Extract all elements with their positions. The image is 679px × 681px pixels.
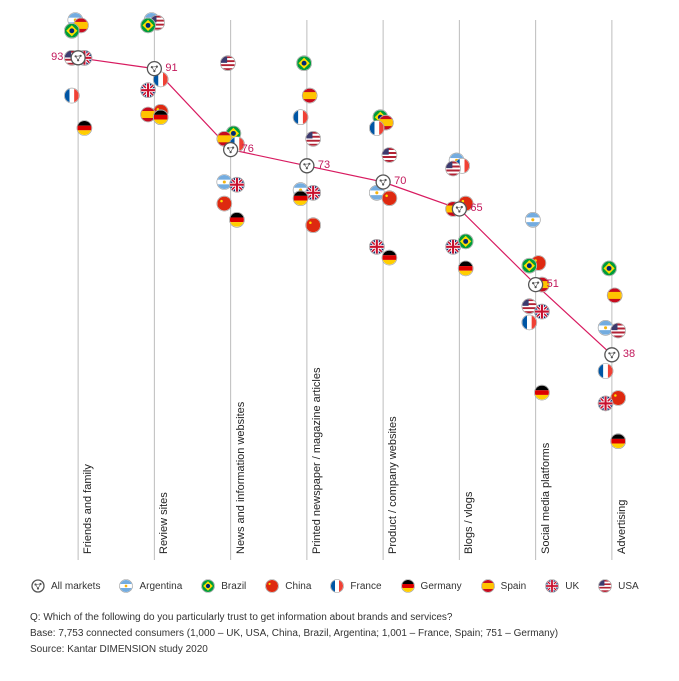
- flag-uk: [369, 239, 384, 254]
- flag-usa: [611, 323, 626, 338]
- legend-item-germany: Germany: [400, 578, 462, 594]
- flag-china: [217, 196, 232, 211]
- value-label: 38: [623, 348, 635, 360]
- all-markets-marker: [452, 202, 466, 216]
- legend-label: USA: [618, 581, 639, 592]
- flag-france: [293, 110, 308, 125]
- legend-item-argentina: Argentina: [118, 578, 182, 594]
- footer-source: Source: Kantar DIMENSION study 2020: [30, 643, 650, 657]
- value-label: 76: [242, 143, 254, 155]
- flag-france: [369, 121, 384, 136]
- footer-question: Q: Which of the following do you particu…: [30, 611, 650, 625]
- all-markets-marker: [300, 159, 314, 173]
- category-label: Printed newspaper / magazine articles: [311, 368, 323, 554]
- legend-item-usa: USA: [597, 578, 639, 594]
- flag-germany: [229, 212, 244, 227]
- category-label: Advertising: [616, 500, 628, 554]
- all-markets-marker: [605, 348, 619, 362]
- value-label: 91: [165, 62, 177, 74]
- flag-germany: [534, 385, 549, 400]
- flag-france: [522, 315, 537, 330]
- flag-uk: [534, 304, 549, 319]
- legend-item-spain: Spain: [480, 578, 527, 594]
- flag-uk: [598, 396, 613, 411]
- all-markets-marker: [529, 278, 543, 292]
- value-label: 70: [394, 175, 406, 187]
- flag-germany: [293, 191, 308, 206]
- category-label: Social media platforms: [540, 443, 552, 554]
- flag-argentina: [525, 212, 540, 227]
- value-label: 51: [547, 278, 559, 290]
- category-label: Friends and family: [82, 464, 94, 554]
- legend-item-uk: UK: [544, 578, 579, 594]
- legend: All markets Argentina Brazil China France Ger…: [30, 578, 650, 594]
- legend-label: Spain: [501, 581, 527, 592]
- legend-item-all: All markets: [30, 578, 100, 594]
- category-label: Review sites: [158, 492, 170, 554]
- chart-container: 93 Friends and family 91 Review sites 76 News…: [0, 0, 679, 681]
- flag-germany: [458, 261, 473, 276]
- legend-item-china: China: [264, 578, 311, 594]
- legend-label: UK: [565, 581, 579, 592]
- flag-brazil: [141, 18, 156, 33]
- flag-germany: [611, 434, 626, 449]
- flag-germany: [382, 250, 397, 265]
- all-markets-marker: [147, 62, 161, 76]
- legend-label: Brazil: [221, 581, 246, 592]
- all-markets-marker: [376, 175, 390, 189]
- legend-label: China: [285, 581, 311, 592]
- flag-china: [382, 191, 397, 206]
- flag-france: [64, 88, 79, 103]
- category-label: Blogs / vlogs: [463, 492, 475, 554]
- flag-brazil: [297, 56, 312, 71]
- flag-usa: [306, 131, 321, 146]
- value-label: 65: [470, 202, 482, 214]
- all-markets-marker: [71, 51, 85, 65]
- flag-uk: [229, 177, 244, 192]
- category-label: Product / company websites: [387, 416, 399, 554]
- flag-usa: [382, 148, 397, 163]
- flag-uk: [446, 239, 461, 254]
- flag-usa: [446, 161, 461, 176]
- legend-label: France: [350, 581, 381, 592]
- flag-france: [598, 364, 613, 379]
- all-markets-marker: [224, 143, 238, 157]
- flag-usa: [220, 56, 235, 71]
- footer-base: Base: 7,753 connected consumers (1,000 –…: [30, 627, 650, 641]
- flag-spain: [607, 288, 622, 303]
- flag-china: [306, 218, 321, 233]
- flag-spain: [302, 88, 317, 103]
- flag-brazil: [64, 23, 79, 38]
- legend-item-france: France: [329, 578, 381, 594]
- value-label: 73: [318, 159, 330, 171]
- value-label: 93: [51, 51, 63, 63]
- flag-brazil: [522, 258, 537, 273]
- legend-label: Germany: [421, 581, 462, 592]
- legend-label: Argentina: [139, 581, 182, 592]
- legend-label: All markets: [51, 581, 100, 592]
- flag-uk: [141, 83, 156, 98]
- flag-brazil: [602, 261, 617, 276]
- flag-germany: [153, 110, 168, 125]
- flag-germany: [77, 121, 92, 136]
- category-label: News and information websites: [235, 402, 247, 554]
- legend-item-brazil: Brazil: [200, 578, 246, 594]
